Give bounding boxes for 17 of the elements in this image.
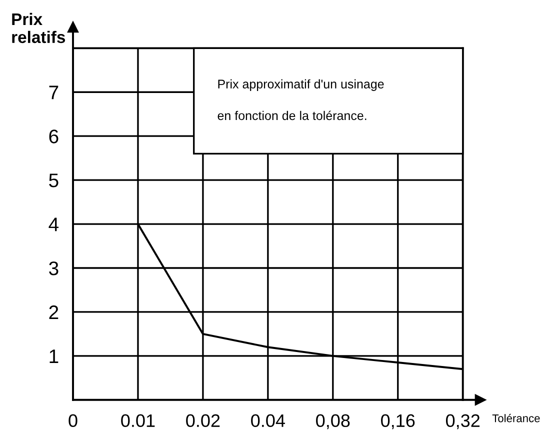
y-tick-label: 3	[49, 261, 58, 276]
x-tick-label: 0,32	[446, 414, 480, 430]
x-tick-label: 0,16	[381, 414, 415, 430]
chart-title: Prix approximatif d'un usinage en fonction de la tolérance.	[218, 79, 384, 120]
x-tick-label: 0,08	[316, 414, 350, 430]
x-tick-label: 0.02	[186, 414, 220, 428]
y-tick-label: 1	[50, 350, 58, 363]
y-axis-title: Prix relatifs	[12, 12, 66, 44]
y-tick-label: 6	[49, 130, 58, 144]
y-tick-label: 5	[49, 174, 58, 188]
x-axis-title: Tolérance	[492, 414, 540, 422]
y-tick-label: 7	[49, 86, 58, 100]
x-tick-label: 0.01	[121, 414, 155, 428]
x-tick-label: 0	[68, 414, 78, 428]
y-tick-label: 2	[49, 305, 58, 320]
y-tick-label: 4	[48, 218, 59, 232]
x-tick-label: 0.04	[251, 414, 285, 428]
